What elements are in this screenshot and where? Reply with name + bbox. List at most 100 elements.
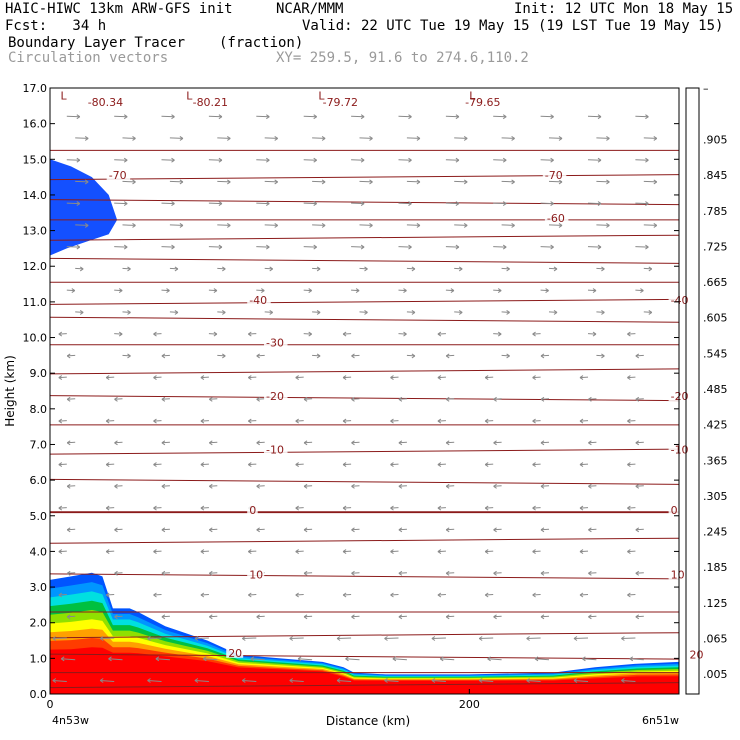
wind-vector [153,333,162,335]
wind-vector-head [303,570,308,576]
isotherm-label: 20 [690,649,704,662]
wind-vector-head [58,331,63,337]
wind-vector-head [540,527,545,533]
wind-vector [643,137,657,139]
wind-vector-head [114,440,118,446]
wind-vector [343,333,352,335]
isotherm-line [49,632,680,639]
wind-vector-head [274,135,278,141]
wind-vector-head [123,244,128,250]
wind-vector [208,333,217,335]
wind-vector-head [76,157,81,163]
wind-vector-head [342,375,347,381]
wind-vector [493,485,502,487]
wind-vector [406,137,420,139]
wind-vector [58,507,67,509]
wind-vector [398,115,412,118]
wind-vector [169,267,178,270]
wind-vector-head [398,396,403,402]
wind-vector-head [66,527,71,533]
wind-vector-head [84,179,89,185]
wind-vector [200,594,209,596]
y-tick-label: 4.0 [30,545,48,558]
wind-vector [540,159,554,161]
wind-vector-head [648,266,653,272]
wind-vector [627,463,636,466]
wind-vector-head [256,483,260,489]
isotherm-layer [49,149,680,689]
wind-vector [351,528,360,531]
wind-vector-head [408,201,412,207]
wind-vector [540,354,550,357]
wind-vector [540,615,550,618]
wind-vector [303,115,317,118]
wind-vector [635,202,649,205]
colorbar-label: .065 [703,633,728,646]
wind-vector [248,594,257,596]
wind-vector-head [437,331,442,337]
wind-vector [493,246,507,248]
wind-vector [242,637,257,639]
wind-vector-head [351,440,355,446]
wind-vector-head [445,483,450,489]
wind-vector [58,594,67,596]
isotherm-line [49,234,680,241]
x-axis-label: Distance (km) [326,714,410,728]
wind-vector [345,658,360,661]
wind-vector-head [161,527,166,533]
wind-vector [587,115,602,118]
wind-vector [596,267,605,270]
isotherm-line [49,395,680,402]
wind-vector [122,311,131,313]
colorbar-label: .725 [703,240,728,253]
wind-vector [431,637,446,639]
wind-vector [596,224,610,226]
wind-vector-head [76,114,81,120]
wind-vector [596,137,610,139]
isotherm-label-bg [85,96,129,107]
wind-vector [200,420,209,422]
wind-vector [398,202,412,205]
wind-vector [501,311,510,313]
y-tick-label: 8.0 [30,403,48,416]
isotherm-label-bg [264,336,288,348]
wind-vector-head [532,375,536,381]
wind-vector [295,550,304,553]
wind-vector-head [588,483,592,489]
colorbar: .005 .065 .125 .185 .245 .305 .365 .425 .485 .545… [685,82,728,695]
wind-vector [587,289,597,292]
wind-vector [298,658,313,661]
vector-layer [52,114,658,683]
colorbar-label: .665 [703,276,728,289]
wind-vector [485,550,494,553]
wind-vector-head [342,505,347,511]
wind-vector-head [511,135,515,141]
wind-vector-head [506,309,510,315]
wind-vector [406,224,420,226]
wind-vector [67,441,76,444]
wind-vector-head [127,353,131,359]
colorbar-label: .125 [703,597,728,610]
wind-vector [398,246,412,248]
wind-vector-head [493,614,497,620]
wind-vector-head [627,418,631,424]
wind-vector [161,202,175,205]
wind-vector [289,680,304,682]
wind-vector-head [540,353,545,359]
wind-vector-head [114,396,118,402]
wind-vector-head [627,375,631,381]
wind-vector-head [408,157,412,163]
wind-vector-head [58,549,63,555]
wind-vector [398,485,407,487]
wind-vector-head [166,288,170,294]
wind-vector [351,485,360,487]
isotherm-label-bg [668,504,680,516]
wind-vector [621,637,636,639]
low-marker: L [186,90,193,103]
wind-vector-head [390,418,394,424]
wind-vector [548,224,563,226]
wind-vector [454,137,468,139]
wind-vector-head [439,656,444,662]
axes-layer: 0.0 1.0 2.0 3.0 4.0 5.0 6.0 7.0 8.0 9.0 10.0 11.0 12… [23,82,679,711]
wind-vector-head [540,570,545,576]
